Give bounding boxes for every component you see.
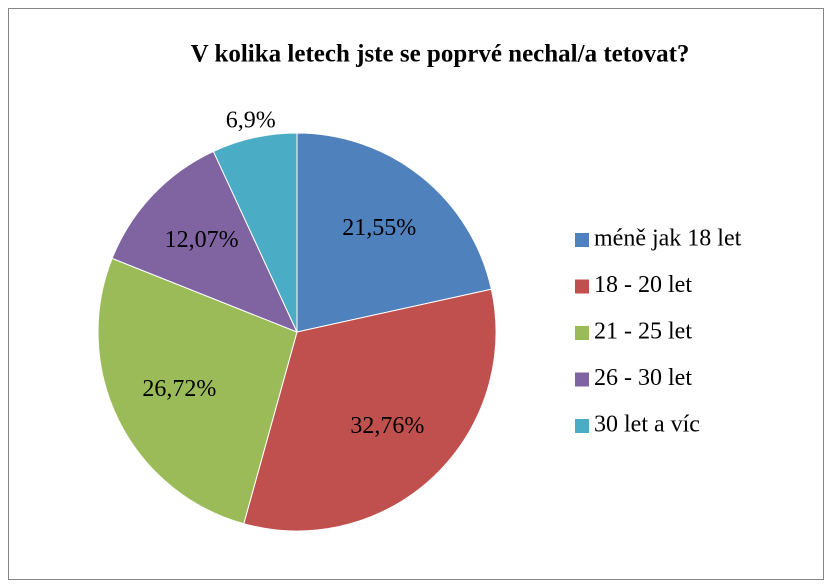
legend-label: 21 - 25 let [594,319,692,345]
data-label: 21,55% [342,215,416,241]
data-label: 12,07% [165,227,239,253]
pie-slice [97,257,298,525]
data-label: 32,76% [350,413,424,439]
chart-title: V kolika letech jste se poprvé nechal/a … [191,41,690,68]
legend-swatch [575,372,589,387]
data-label: 26,72% [142,376,216,402]
pie-slice [296,132,492,333]
legend-swatch [575,419,589,433]
legend-swatch [575,326,589,340]
pie-slice [243,288,497,532]
data-label: 6,9% [226,108,276,134]
legend-label: méně jak 18 let [594,226,742,252]
legend-label: 18 - 20 let [594,272,692,298]
legend-label: 30 let a víc [594,412,700,438]
legend-swatch [575,279,589,294]
pie-slice [212,132,298,333]
legend-label: 26 - 30 let [594,365,692,391]
legend-swatch [575,233,589,247]
pie-slice [111,150,298,333]
